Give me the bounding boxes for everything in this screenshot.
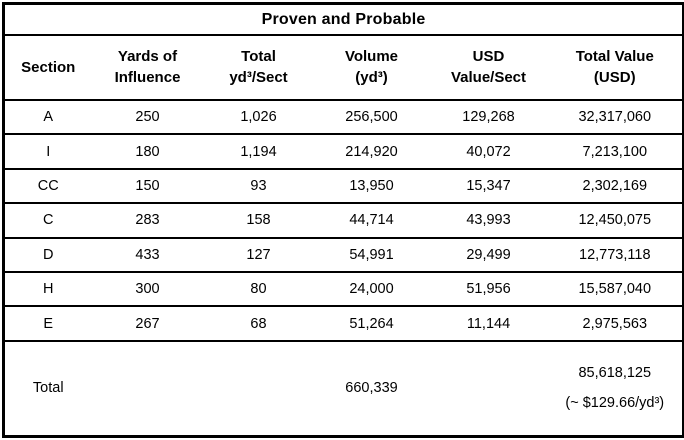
table-total-row: Total 660,339 85,618,125 (~ $129.66/yd³)	[3, 339, 684, 438]
cell-volume-yd3: 13,950	[313, 167, 430, 205]
table-title: Proven and Probable	[3, 2, 684, 37]
cell-usd-value-per-sect: 129,268	[429, 99, 548, 136]
total-volume-yd3: 660,339	[313, 339, 430, 438]
cell-total-value-usd: 32,317,060	[547, 99, 684, 136]
cell-usd-value-per-sect: 40,072	[429, 133, 548, 170]
cell-section: D	[3, 236, 92, 274]
cell-yards-of-influence: 180	[91, 133, 204, 170]
column-header-total-yd3-per-sect: Total yd³/Sect	[203, 34, 314, 102]
total-yards-empty	[91, 339, 204, 438]
cell-total-yd3-per-sect: 93	[203, 167, 314, 205]
total-value-stack: 85,618,125 (~ $129.66/yd³)	[550, 365, 681, 411]
cell-section: A	[3, 99, 92, 136]
total-value-per-yd3: (~ $129.66/yd³)	[565, 395, 665, 412]
cell-yards-of-influence: 300	[91, 271, 204, 308]
total-value-cell: 85,618,125 (~ $129.66/yd³)	[547, 339, 684, 438]
cell-total-value-usd: 7,213,100	[547, 133, 684, 170]
column-header-total-value-usd: Total Value (USD)	[547, 34, 684, 102]
cell-section: H	[3, 271, 92, 308]
table-row-e: E 267 68 51,264 11,144 2,975,563	[3, 305, 684, 342]
cell-usd-value-per-sect: 51,956	[429, 271, 548, 308]
cell-section: CC	[3, 167, 92, 205]
table-header-row: Section Yards of Influence Total yd³/Sec…	[3, 34, 684, 102]
cell-section: E	[3, 305, 92, 342]
table-row-i: I 180 1,194 214,920 40,072 7,213,100	[3, 133, 684, 170]
table-row-a: A 250 1,026 256,500 129,268 32,317,060	[3, 99, 684, 136]
table-row-d: D 433 127 54,991 29,499 12,773,118	[3, 236, 684, 274]
cell-total-yd3-per-sect: 1,026	[203, 99, 314, 136]
cell-total-yd3-per-sect: 80	[203, 271, 314, 308]
cell-total-yd3-per-sect: 68	[203, 305, 314, 342]
cell-total-value-usd: 2,975,563	[547, 305, 684, 342]
table-row-h: H 300 80 24,000 51,956 15,587,040	[3, 271, 684, 308]
cell-yards-of-influence: 283	[91, 202, 204, 239]
cell-total-value-usd: 15,587,040	[547, 271, 684, 308]
cell-total-value-usd: 12,450,075	[547, 202, 684, 239]
total-usd-value-empty	[429, 339, 548, 438]
cell-volume-yd3: 51,264	[313, 305, 430, 342]
cell-total-yd3-per-sect: 158	[203, 202, 314, 239]
cell-section: I	[3, 133, 92, 170]
cell-usd-value-per-sect: 15,347	[429, 167, 548, 205]
cell-total-value-usd: 2,302,169	[547, 167, 684, 205]
total-yd3-per-sect-empty	[203, 339, 314, 438]
cell-volume-yd3: 44,714	[313, 202, 430, 239]
cell-total-value-usd: 12,773,118	[547, 236, 684, 274]
cell-volume-yd3: 256,500	[313, 99, 430, 136]
total-label: Total	[3, 339, 92, 438]
cell-total-yd3-per-sect: 127	[203, 236, 314, 274]
column-header-usd-value-per-sect: USD Value/Sect	[429, 34, 548, 102]
cell-usd-value-per-sect: 29,499	[429, 236, 548, 274]
cell-total-yd3-per-sect: 1,194	[203, 133, 314, 170]
table-row-c: C 283 158 44,714 43,993 12,450,075	[3, 202, 684, 239]
cell-volume-yd3: 24,000	[313, 271, 430, 308]
column-header-yards-of-influence: Yards of Influence	[91, 34, 204, 102]
cell-yards-of-influence: 267	[91, 305, 204, 342]
column-header-section: Section	[3, 34, 92, 102]
cell-usd-value-per-sect: 43,993	[429, 202, 548, 239]
table-title-row: Proven and Probable	[3, 2, 684, 37]
column-header-volume-yd3: Volume (yd³)	[313, 34, 430, 102]
total-value-usd: 85,618,125	[578, 365, 652, 382]
cell-section: C	[3, 202, 92, 239]
cell-yards-of-influence: 150	[91, 167, 204, 205]
cell-volume-yd3: 214,920	[313, 133, 430, 170]
cell-yards-of-influence: 433	[91, 236, 204, 274]
cell-volume-yd3: 54,991	[313, 236, 430, 274]
table-row-cc: CC 150 93 13,950 15,347 2,302,169	[3, 167, 684, 205]
cell-usd-value-per-sect: 11,144	[429, 305, 548, 342]
cell-yards-of-influence: 250	[91, 99, 204, 136]
